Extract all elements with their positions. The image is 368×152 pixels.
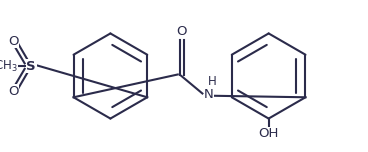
- Text: S: S: [26, 60, 36, 73]
- Text: H: H: [208, 75, 216, 88]
- Text: CH$_3$: CH$_3$: [0, 59, 18, 74]
- Text: OH: OH: [258, 127, 279, 140]
- Text: O: O: [8, 35, 19, 48]
- Text: O: O: [177, 25, 187, 38]
- Text: O: O: [8, 85, 19, 98]
- Text: N: N: [204, 88, 214, 102]
